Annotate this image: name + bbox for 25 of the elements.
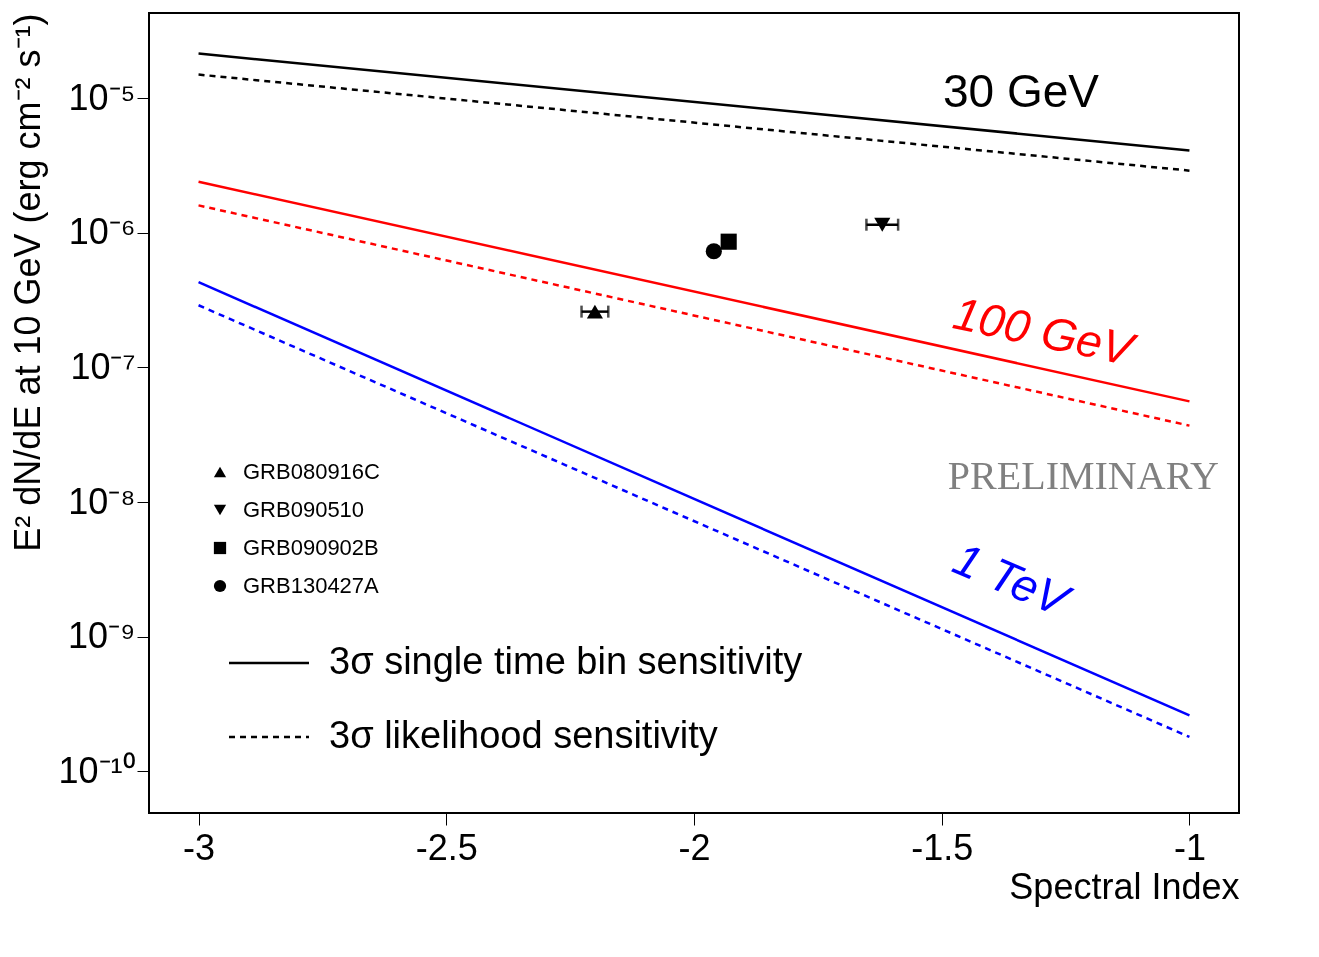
y-axis-title: E² dN/dE at 10 GeV (erg cm⁻² s⁻¹) — [7, 13, 49, 552]
x-tick-label: -1 — [1173, 826, 1206, 868]
legend-label: 3σ likelihood sensitivity — [329, 714, 718, 756]
legend-label: GRB130427A — [243, 573, 380, 598]
x-tick-label: -2 — [678, 826, 711, 868]
y-tick-label: 10⁻⁵ — [68, 76, 136, 118]
legend-label: GRB090902B — [243, 535, 379, 560]
legend-label: GRB080916C — [243, 459, 381, 484]
y-tick-label: 10⁻⁸ — [68, 480, 136, 522]
x-axis-title: Spectral Index — [1009, 865, 1240, 907]
x-tick-label: -2.5 — [415, 826, 478, 868]
point — [720, 233, 737, 250]
y-tick-label: 10⁻⁹ — [68, 615, 136, 657]
annotation: 100 GeV — [949, 286, 1142, 377]
point — [705, 243, 722, 260]
annotation: PRELIMINARY — [947, 453, 1219, 498]
annotation: 1 TeV — [946, 532, 1080, 628]
y-tick-label: 10⁻⁶ — [68, 211, 136, 253]
legend-label: 3σ single time bin sensitivity — [329, 640, 803, 682]
x-tick-label: -3 — [183, 826, 216, 868]
x-tick-label: -1.5 — [911, 826, 974, 868]
annotation: 30 GeV — [943, 65, 1100, 117]
y-tick-label: 10⁻¹⁰ — [58, 749, 136, 791]
legend-label: GRB090510 — [243, 497, 365, 522]
y-tick-label: 10⁻⁷ — [70, 345, 136, 387]
